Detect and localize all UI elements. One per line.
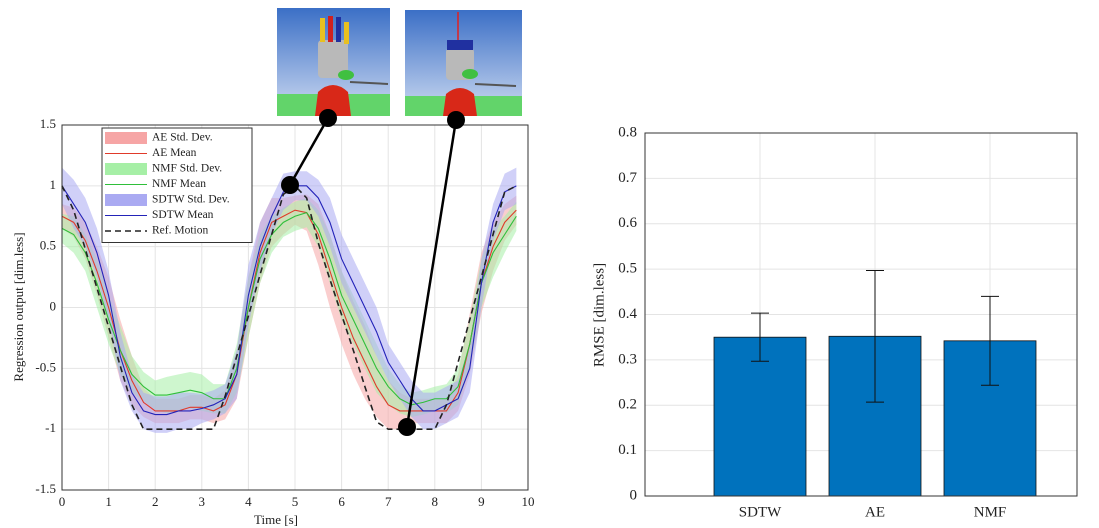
- legend-label: NMF Mean: [152, 178, 206, 190]
- y-axis-label: RMSE [dim.less]: [591, 263, 607, 367]
- y-tick-label: 0.5: [40, 238, 56, 253]
- robot-image: [405, 10, 522, 116]
- robot-image: [277, 8, 390, 116]
- annotation-connector: [281, 109, 465, 436]
- legend-label: AE Mean: [152, 147, 197, 159]
- x-axis-label: Time [s]: [254, 512, 298, 527]
- error-bar: [751, 312, 769, 362]
- x-tick-label: 1: [105, 494, 112, 509]
- y-tick-label: 0.8: [618, 124, 637, 140]
- x-tick-label: 6: [338, 494, 345, 509]
- y-tick-label: 0.6: [618, 215, 637, 231]
- error-bar: [981, 295, 999, 386]
- legend-label: SDTW Std. Dev.: [152, 194, 230, 206]
- y-tick-label: 0.1: [618, 442, 637, 458]
- y-tick-label: 0: [50, 298, 57, 313]
- legend-swatch: [105, 163, 147, 175]
- legend-swatch: [105, 194, 147, 206]
- bar: [713, 336, 807, 497]
- y-tick-label: 0.3: [618, 351, 637, 367]
- x-tick-label: 5: [292, 494, 299, 509]
- y-tick-label: -1.5: [35, 481, 56, 496]
- legend-label: NMF Std. Dev.: [152, 163, 222, 175]
- x-tick-label: AE: [865, 504, 885, 520]
- x-tick-label: NMF: [974, 504, 1007, 520]
- legend-label: SDTW Mean: [152, 209, 214, 221]
- y-tick-label: 0.5: [618, 261, 637, 277]
- y-tick-label: 1: [50, 177, 57, 192]
- y-tick-label: 0.7: [618, 170, 637, 186]
- x-tick-label: 7: [385, 494, 392, 509]
- x-tick-label: 9: [478, 494, 485, 509]
- y-tick-label: 0.4: [618, 306, 637, 322]
- error-bar: [866, 269, 884, 403]
- plot-frame: [61, 124, 529, 491]
- x-tick-label: 3: [199, 494, 206, 509]
- x-tick-label: SDTW: [739, 504, 782, 520]
- x-tick-label: 4: [245, 494, 252, 509]
- y-tick-label: -1: [45, 420, 56, 435]
- plot-frame: [644, 132, 1078, 497]
- series-line: [61, 211, 517, 406]
- legend-label: AE Std. Dev.: [152, 132, 213, 144]
- y-tick-label: 0.2: [618, 397, 637, 413]
- y-tick-label: 1.5: [40, 116, 56, 131]
- x-tick-label: 2: [152, 494, 159, 509]
- series-line: [61, 184, 517, 430]
- legend-box: [101, 127, 253, 243]
- x-tick-label: 10: [522, 494, 535, 509]
- y-tick-label: 0: [630, 487, 638, 503]
- legend-swatch: [105, 132, 147, 144]
- x-tick-label: 8: [432, 494, 439, 509]
- legend-label: Ref. Motion: [152, 225, 208, 237]
- series-line: [61, 209, 517, 412]
- legend: AE Std. Dev. AE Mean NMF Std. Dev. NMF Mean…: [101, 127, 253, 243]
- y-axis-label: Regression output [dim.less]: [11, 232, 26, 381]
- x-tick-label: 0: [59, 494, 66, 509]
- y-tick-label: -0.5: [35, 359, 56, 374]
